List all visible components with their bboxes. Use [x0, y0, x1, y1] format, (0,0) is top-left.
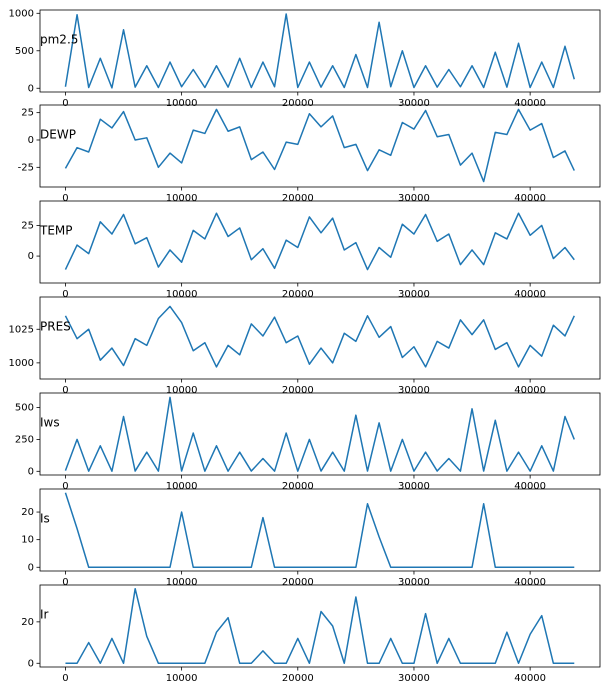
y-tick-label: 1000 [9, 358, 34, 369]
x-tick-label: 30000 [398, 193, 430, 204]
y-tick-label: 0 [28, 83, 34, 94]
y-tick-label: 10 [21, 535, 34, 546]
data-line [64, 492, 575, 569]
x-tick-label: 20000 [282, 481, 314, 492]
axes-frame [39, 200, 601, 284]
x-tick-label: 10000 [166, 577, 198, 588]
y-axis-label: pm2.5 [40, 33, 78, 47]
y-tick-label: -25 [18, 162, 34, 173]
y-axis-label: TEMP [39, 224, 73, 238]
x-tick-label: 0 [62, 673, 68, 684]
y-axis-label: PRES [40, 320, 71, 334]
x-tick-label: 20000 [282, 98, 314, 109]
x-tick-label: 30000 [398, 673, 430, 684]
data-line [64, 305, 575, 368]
y-axis-label: Iws [40, 416, 60, 430]
x-tick-label: 0 [62, 98, 68, 109]
axes-frame [39, 392, 601, 476]
x-tick-label: 20000 [282, 193, 314, 204]
x-tick-label: 30000 [398, 98, 430, 109]
x-tick-label: 30000 [398, 289, 430, 300]
x-tick-label: 20000 [282, 289, 314, 300]
data-line [64, 212, 575, 271]
x-tick-label: 40000 [514, 193, 546, 204]
data-line [64, 396, 575, 472]
x-tick-label: 0 [62, 481, 68, 492]
y-axis-label: Ir [40, 608, 49, 622]
x-tick-label: 40000 [514, 481, 546, 492]
x-tick-label: 40000 [514, 385, 546, 396]
x-tick-label: 0 [62, 577, 68, 588]
axes-frame [39, 104, 601, 188]
y-tick-label: 0 [28, 658, 34, 669]
y-tick-label: 1000 [9, 8, 34, 19]
x-tick-label: 40000 [514, 98, 546, 109]
x-tick-label: 30000 [398, 385, 430, 396]
x-tick-label: 40000 [514, 577, 546, 588]
axes-frame [39, 296, 601, 380]
y-tick-label: 0 [28, 466, 34, 477]
x-tick-label: 10000 [166, 193, 198, 204]
y-tick-label: 0 [28, 251, 34, 262]
y-tick-label: 250 [15, 434, 34, 445]
x-tick-label: 10000 [166, 289, 198, 300]
axes-frame [39, 584, 601, 668]
y-tick-label: 0 [28, 562, 34, 573]
x-tick-label: 30000 [398, 481, 430, 492]
y-tick-label: 0 [28, 135, 34, 146]
data-line [64, 108, 575, 183]
x-tick-label: 0 [62, 193, 68, 204]
x-tick-label: 0 [62, 385, 68, 396]
x-tick-label: 10000 [166, 481, 198, 492]
y-tick-label: 500 [15, 403, 34, 414]
y-tick-label: 25 [21, 108, 34, 119]
data-line [65, 587, 575, 665]
x-tick-label: 10000 [166, 385, 198, 396]
x-tick-label: 40000 [514, 673, 546, 684]
y-tick-label: 20 [21, 507, 34, 518]
y-tick-label: 500 [15, 46, 34, 57]
x-tick-label: 20000 [282, 673, 314, 684]
x-tick-label: 40000 [514, 289, 546, 300]
x-tick-label: 0 [62, 289, 68, 300]
x-tick-label: 10000 [166, 98, 198, 109]
y-tick-label: 20 [21, 617, 34, 628]
x-tick-label: 30000 [398, 577, 430, 588]
y-tick-label: 25 [21, 220, 34, 231]
x-tick-label: 10000 [166, 673, 198, 684]
x-tick-label: 20000 [282, 385, 314, 396]
axes-frame [39, 488, 601, 572]
y-tick-label: 1025 [9, 324, 34, 335]
y-axis-label: DEWP [40, 128, 76, 142]
y-axis-label: Is [40, 512, 50, 526]
x-tick-label: 20000 [282, 577, 314, 588]
data-line [64, 13, 576, 89]
